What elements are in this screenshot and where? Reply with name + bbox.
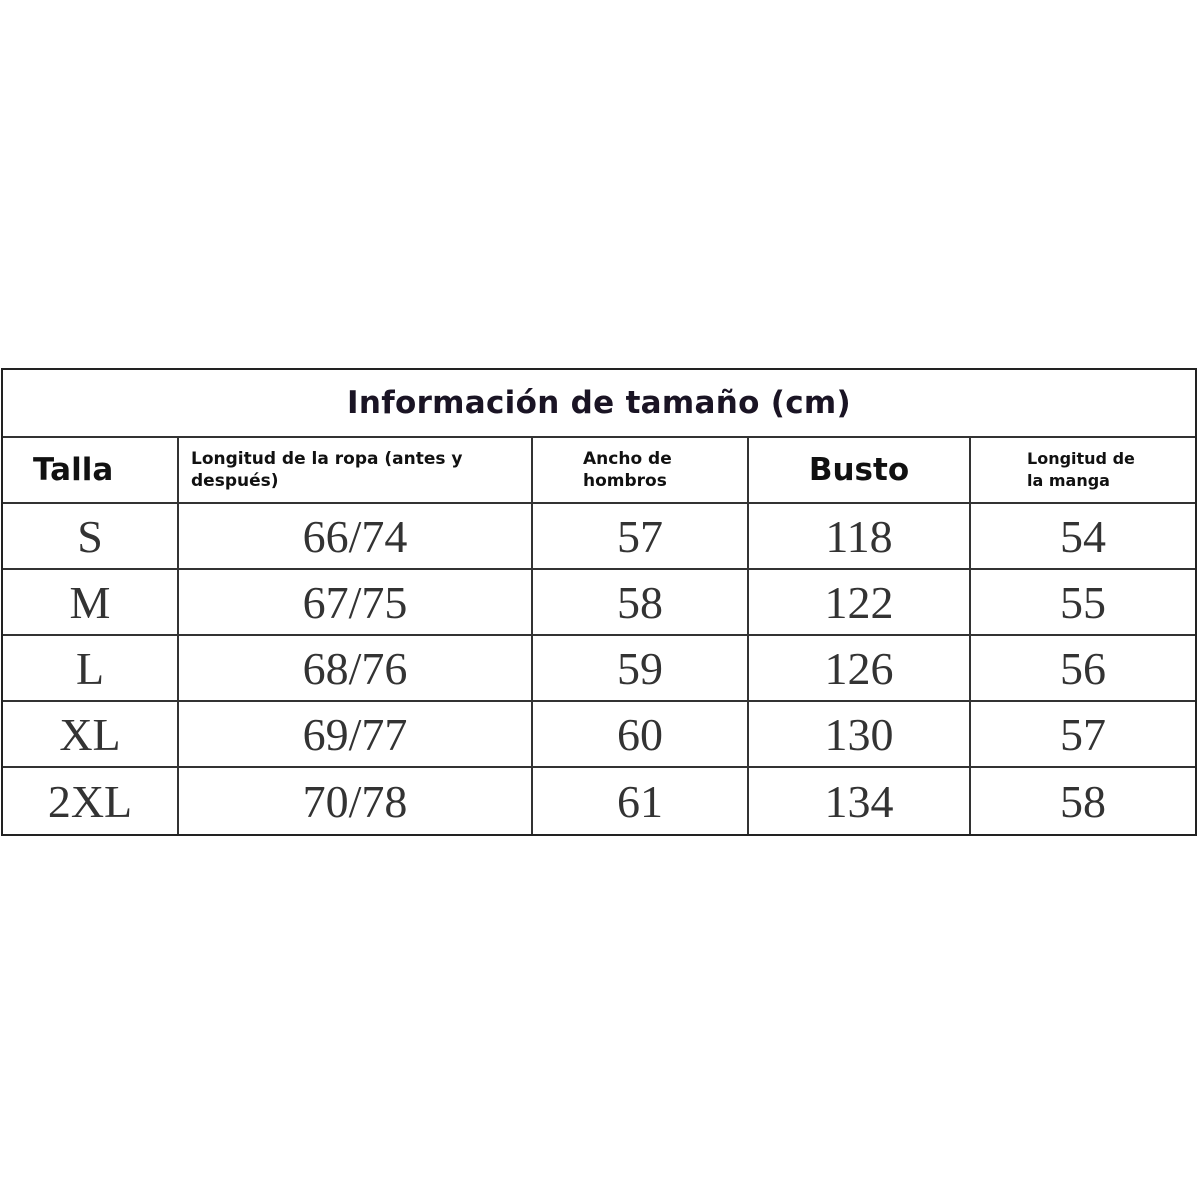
header-talla: Talla xyxy=(3,438,179,502)
cell-shoulder: 57 xyxy=(533,504,749,568)
cell-sleeve: 56 xyxy=(1060,642,1106,694)
table-row: S 66/74 57 118 54 xyxy=(3,504,1195,570)
cell-size: S xyxy=(3,504,179,568)
cell-bust: 130 xyxy=(749,702,971,766)
cell-sleeve: 58 xyxy=(1060,775,1106,827)
table-row: 2XL 70/78 61 134 58 xyxy=(3,768,1195,834)
cell-bust: 126 xyxy=(749,636,971,700)
cell-sleeve: 54 xyxy=(1060,510,1106,562)
table-row: XL 69/77 60 130 57 xyxy=(3,702,1195,768)
cell-sleeve: 55 xyxy=(1060,576,1106,628)
cell-shoulder: 60 xyxy=(533,702,749,766)
cell-length: 70/78 xyxy=(179,768,533,834)
cell-length: 66/74 xyxy=(179,504,533,568)
cell-size: 2XL xyxy=(3,768,179,834)
cell-bust: 134 xyxy=(749,768,971,834)
cell-bust: 118 xyxy=(749,504,971,568)
cell-size: L xyxy=(3,636,179,700)
table-title: Información de tamaño (cm) xyxy=(3,370,1195,438)
cell-shoulder: 59 xyxy=(533,636,749,700)
cell-sleeve: 57 xyxy=(1060,708,1106,760)
cell-shoulder: 58 xyxy=(533,570,749,634)
header-ancho-hombros: Ancho de hombros xyxy=(533,438,749,502)
table-row: M 67/75 58 122 55 xyxy=(3,570,1195,636)
header-busto: Busto xyxy=(749,438,971,502)
cell-length: 68/76 xyxy=(179,636,533,700)
header-longitud-manga: Longitud de la manga xyxy=(1027,449,1135,490)
table-row: L 68/76 59 126 56 xyxy=(3,636,1195,702)
cell-size: M xyxy=(3,570,179,634)
size-table: Información de tamaño (cm) Talla Longitu… xyxy=(1,368,1197,836)
cell-length: 67/75 xyxy=(179,570,533,634)
header-row: Talla Longitud de la ropa (antes y despu… xyxy=(3,438,1195,504)
cell-size: XL xyxy=(3,702,179,766)
cell-length: 69/77 xyxy=(179,702,533,766)
cell-bust: 122 xyxy=(749,570,971,634)
header-longitud-ropa: Longitud de la ropa (antes y después) xyxy=(179,438,533,502)
cell-shoulder: 61 xyxy=(533,768,749,834)
